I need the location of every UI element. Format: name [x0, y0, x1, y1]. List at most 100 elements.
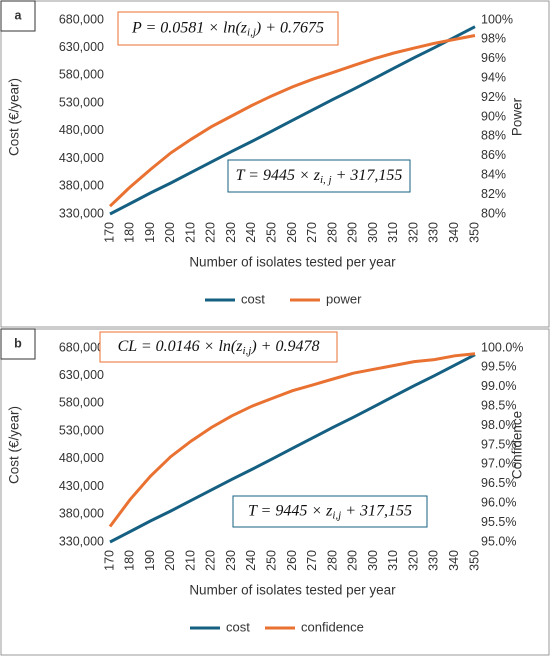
- x-tick-label: 190: [143, 550, 157, 571]
- x-tick-label: 260: [285, 222, 299, 243]
- x-tick-label: 290: [346, 550, 360, 571]
- legend-label: cost: [241, 291, 265, 306]
- y2-tick-label: 99.5%: [481, 360, 516, 374]
- x-tick-label: 330: [427, 550, 441, 571]
- y2-tick-label: 92%: [481, 90, 506, 104]
- y-tick-label: 680,000: [59, 340, 104, 354]
- y-tick-label: 380,000: [59, 179, 104, 193]
- y2-tick-label: 95.0%: [481, 534, 516, 548]
- annotation-box: [99, 331, 338, 363]
- annotation-box: [232, 495, 428, 528]
- y2-tick-label: 82%: [481, 187, 506, 201]
- y2-tick-label: 96.0%: [481, 495, 516, 509]
- y-tick-label: 330,000: [59, 534, 104, 548]
- x-tick-label: 300: [366, 222, 380, 243]
- x-tick-label: 250: [265, 550, 279, 571]
- x-tick-label: 320: [406, 550, 420, 571]
- annotation-subscript: i,j: [247, 26, 256, 38]
- legend-label: cost: [226, 619, 250, 634]
- annotation-box: [117, 11, 339, 46]
- y2-tick-label: 96.5%: [481, 476, 516, 490]
- y-tick-label: 330,000: [59, 206, 104, 220]
- x-tick-label: 280: [325, 550, 339, 571]
- x-tick-label: 310: [386, 222, 400, 243]
- x-tick-label: 220: [204, 550, 218, 571]
- annotation-subscript: i, j: [320, 174, 332, 186]
- y2-tick-label: 95.5%: [481, 515, 516, 529]
- x-tick-label: 180: [123, 222, 137, 243]
- x-tick-label: 240: [244, 550, 258, 571]
- x-tick-label: 270: [305, 222, 319, 243]
- y-tick-label: 480,000: [59, 451, 104, 465]
- annotation: T = 9445 × zi,j + 317,155: [248, 502, 412, 521]
- y2-tick-label: 100.0%: [481, 340, 523, 354]
- y-tick-label: 630,000: [59, 40, 104, 54]
- y-tick-label: 680,000: [59, 12, 104, 26]
- panel-label-box: [0, 0, 36, 32]
- y-tick-label: 430,000: [59, 479, 104, 493]
- annotation-part: T = 9445 × z: [236, 167, 321, 184]
- panel-border: [0, 0, 550, 328]
- y-tick-label: 530,000: [59, 95, 104, 109]
- x-tick-label: 210: [183, 550, 197, 571]
- x-axis-title: Number of isolates tested per year: [189, 583, 396, 598]
- x-tick-label: 300: [366, 550, 380, 571]
- x-tick-label: 340: [447, 222, 461, 243]
- series-line: [108, 352, 476, 528]
- y2-tick-label: 97.0%: [481, 457, 516, 471]
- x-tick-label: 200: [163, 222, 177, 243]
- x-tick-label: 250: [265, 222, 279, 243]
- y2-tick-label: 98%: [481, 32, 506, 46]
- y-tick-label: 530,000: [59, 423, 104, 437]
- annotation-part: ) + 0.9478: [250, 338, 319, 355]
- x-tick-label: 350: [467, 222, 481, 243]
- x-tick-label: 310: [386, 550, 400, 571]
- annotation-part: + 317,155: [341, 502, 412, 519]
- y2-tick-label: 98.0%: [481, 418, 516, 432]
- series-line: [109, 25, 476, 216]
- annotation: T = 9445 × zi, j + 317,155: [236, 167, 403, 186]
- y2-tick-label: 90%: [481, 109, 506, 123]
- x-tick-label: 180: [123, 550, 137, 571]
- series-line: [109, 353, 476, 544]
- y2-tick-label: 99.0%: [481, 379, 516, 393]
- annotation-part: ) + 0.7675: [255, 19, 324, 36]
- y-tick-label: 580,000: [59, 396, 104, 410]
- y-axis-title: Cost (€/year): [7, 406, 22, 484]
- y2-tick-label: 96%: [481, 51, 506, 65]
- y2-tick-label: 80%: [481, 206, 506, 220]
- x-tick-label: 190: [143, 222, 157, 243]
- annotation: CL = 0.0146 × ln(zi,j) + 0.9478: [118, 338, 320, 357]
- annotation-part: CL = 0.0146 × ln(z: [118, 338, 244, 355]
- y-tick-label: 580,000: [59, 68, 104, 82]
- y2-tick-label: 84%: [481, 167, 506, 181]
- y2-tick-label: 97.5%: [481, 437, 516, 451]
- x-axis-title: Number of isolates tested per year: [189, 255, 396, 270]
- y2-axis-title: Power: [510, 97, 525, 136]
- x-tick-label: 230: [224, 222, 238, 243]
- x-tick-label: 280: [325, 222, 339, 243]
- x-tick-label: 240: [244, 222, 258, 243]
- annotation-subscript: i,j: [242, 345, 251, 357]
- x-tick-label: 260: [285, 550, 299, 571]
- x-tick-label: 170: [102, 550, 116, 571]
- x-tick-label: 200: [163, 550, 177, 571]
- x-tick-label: 230: [224, 550, 238, 571]
- annotation-subscript: i,j: [332, 509, 341, 521]
- y2-axis-title: Confidence: [510, 411, 525, 479]
- y-axis-title: Cost (€/year): [7, 78, 22, 156]
- x-tick-label: 220: [204, 222, 218, 243]
- x-tick-label: 350: [467, 550, 481, 571]
- x-tick-label: 290: [346, 222, 360, 243]
- x-tick-label: 320: [406, 222, 420, 243]
- x-tick-label: 270: [305, 550, 319, 571]
- y-tick-label: 480,000: [59, 123, 104, 137]
- x-tick-label: 210: [183, 222, 197, 243]
- legend-label: confidence: [301, 619, 364, 634]
- legend-label: power: [326, 291, 362, 306]
- x-tick-label: 170: [102, 222, 116, 243]
- annotation-box: [227, 159, 411, 193]
- panel-label: b: [14, 336, 22, 350]
- y2-tick-label: 98.5%: [481, 398, 516, 412]
